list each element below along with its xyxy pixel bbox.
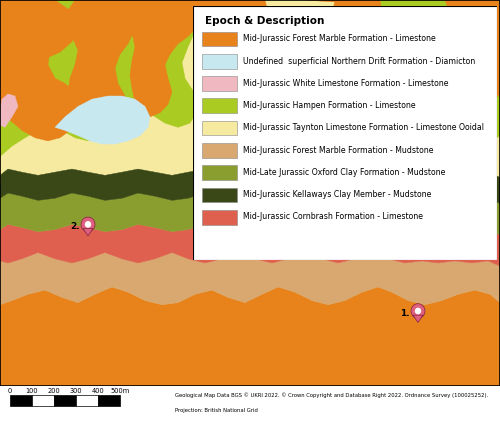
Polygon shape [418, 162, 465, 193]
Bar [232, 227, 246, 238]
Bar [54, 395, 76, 406]
FancyBboxPatch shape [192, 6, 496, 260]
Polygon shape [128, 0, 205, 117]
Polygon shape [0, 0, 200, 167]
Polygon shape [242, 40, 260, 68]
Polygon shape [378, 0, 500, 141]
Polygon shape [432, 193, 478, 225]
Text: Mid-Late Jurassic Oxford Clay Formation - Mudstone: Mid-Late Jurassic Oxford Clay Formation … [242, 168, 445, 177]
Polygon shape [0, 169, 500, 203]
Polygon shape [65, 0, 138, 134]
Bar [98, 395, 120, 406]
Polygon shape [382, 75, 412, 127]
Text: 500m: 500m [110, 388, 130, 395]
Text: Mid-Jurassic Hampen Formation - Limestone: Mid-Jurassic Hampen Formation - Limeston… [242, 101, 416, 110]
Circle shape [416, 308, 420, 314]
Circle shape [86, 222, 90, 227]
Text: 300: 300 [70, 388, 82, 395]
Text: 400: 400 [92, 388, 104, 395]
Polygon shape [248, 23, 295, 125]
Polygon shape [230, 218, 248, 227]
Polygon shape [195, 0, 270, 125]
Text: 0: 0 [8, 388, 12, 395]
Text: Undefined  superficial Northern Drift Formation - Diamicton: Undefined superficial Northern Drift For… [242, 57, 475, 65]
Polygon shape [0, 193, 500, 235]
Polygon shape [455, 167, 490, 190]
Polygon shape [305, 0, 382, 125]
Circle shape [81, 217, 95, 232]
Polygon shape [0, 94, 18, 127]
Bar [202, 76, 236, 91]
Bar [202, 165, 236, 180]
Bar [32, 395, 54, 406]
Polygon shape [0, 225, 500, 266]
Text: Mid-Jurassic Forest Marble Formation - Limestone: Mid-Jurassic Forest Marble Formation - L… [242, 34, 436, 43]
Text: Mid-Jurassic Kellaways Clay Member - Mudstone: Mid-Jurassic Kellaways Clay Member - Mud… [242, 190, 431, 199]
Bar [202, 210, 236, 225]
Polygon shape [0, 0, 500, 386]
Text: Mid-Jurassic Taynton Limestone Formation - Limestone Ooidal: Mid-Jurassic Taynton Limestone Formation… [242, 123, 484, 133]
Polygon shape [55, 96, 150, 144]
Polygon shape [200, 0, 268, 113]
Circle shape [411, 304, 425, 318]
Bar [202, 143, 236, 158]
Bar [202, 98, 236, 113]
Polygon shape [0, 287, 500, 386]
Polygon shape [0, 252, 500, 305]
Text: 3.: 3. [238, 211, 247, 221]
Text: Projection: British National Grid: Projection: British National Grid [175, 408, 258, 414]
Text: 2.: 2. [70, 222, 80, 231]
Text: Mid-Jurassic White Limestone Formation - Limestone: Mid-Jurassic White Limestone Formation -… [242, 79, 448, 88]
Bar [202, 188, 236, 202]
Text: Shakenoak
Roman villa: Shakenoak Roman villa [265, 219, 314, 238]
Circle shape [248, 207, 262, 221]
Polygon shape [83, 229, 93, 236]
Polygon shape [440, 0, 500, 106]
Bar [10, 395, 32, 406]
Text: Epoch & Description: Epoch & Description [204, 16, 324, 27]
Text: Mid-Jurassic Forest Marble Formation - Mudstone: Mid-Jurassic Forest Marble Formation - M… [242, 146, 433, 154]
Text: 1.: 1. [400, 308, 410, 318]
Bar [76, 395, 98, 406]
Polygon shape [250, 218, 260, 225]
Text: 100: 100 [26, 388, 38, 395]
Bar [202, 32, 236, 46]
Text: Geological Map Data BGS © UKRI 2022. © Crown Copyright and Database Right 2022. : Geological Map Data BGS © UKRI 2022. © C… [175, 392, 488, 398]
Text: Mid-Jurassic Cornbrash Formation - Limestone: Mid-Jurassic Cornbrash Formation - Limes… [242, 213, 422, 222]
Bar [202, 54, 236, 69]
Polygon shape [0, 0, 78, 141]
Polygon shape [413, 315, 423, 322]
Circle shape [252, 211, 258, 216]
Polygon shape [0, 0, 80, 183]
Bar [202, 121, 236, 135]
Text: 200: 200 [48, 388, 60, 395]
